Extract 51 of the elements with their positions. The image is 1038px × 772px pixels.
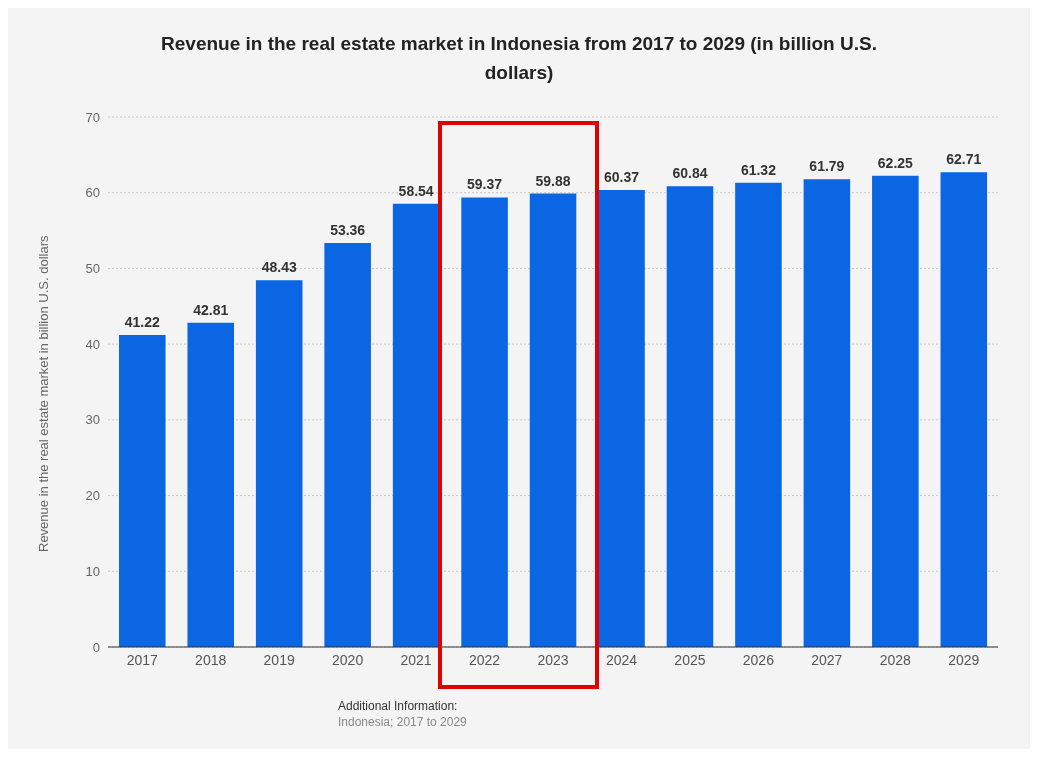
bar <box>119 334 166 647</box>
y-tick-label: 40 <box>85 336 100 352</box>
bar <box>324 242 371 647</box>
bar <box>461 197 508 647</box>
data-label: 48.43 <box>261 259 297 276</box>
x-tick-label: 2021 <box>400 651 432 668</box>
x-tick-label: 2025 <box>674 651 706 668</box>
x-tick-label: 2029 <box>948 651 980 668</box>
text: Additional Information: <box>338 699 459 713</box>
data-label: 62.25 <box>877 154 914 171</box>
y-tick-label: 60 <box>85 185 100 201</box>
bar <box>187 322 235 647</box>
bar <box>872 175 919 647</box>
x-tick-label: 2022 <box>468 651 501 668</box>
x-tick-label: 2018 <box>195 651 227 668</box>
data-label: 42.81 <box>193 301 229 318</box>
bar <box>803 179 851 647</box>
x-tick-label: 2019 <box>263 651 295 668</box>
data-label: 41.22 <box>124 313 160 330</box>
bar <box>529 193 577 647</box>
data-label: 53.36 <box>330 221 366 238</box>
y-tick-label: 0 <box>92 639 100 655</box>
text: Indonesia; 2017 to 2029 <box>338 715 468 729</box>
data-label: 59.37 <box>467 176 503 193</box>
x-tick-label: 2026 <box>742 651 775 668</box>
bar <box>392 203 440 647</box>
y-tick-label: 20 <box>85 488 100 504</box>
data-label: 61.32 <box>740 161 777 178</box>
data-label: 60.37 <box>603 168 640 185</box>
y-tick-label: 10 <box>85 563 100 579</box>
data-label: 62.71 <box>946 151 982 168</box>
x-tick-label: 2020 <box>332 651 364 668</box>
x-tick-label: 2024 <box>605 651 638 668</box>
y-axis-title: Revenue in the real estate market in billion U.S. dollars <box>35 235 51 552</box>
y-tick-label: 70 <box>85 109 100 125</box>
bar <box>735 182 782 647</box>
bar <box>255 280 303 647</box>
data-label: 60.84 <box>672 165 708 182</box>
x-tick-label: 2017 <box>126 651 159 668</box>
chart-title: Revenue in the real estate market in Indonesia from 2017 to 2029 (in billion U.S. dollars) <box>160 32 878 85</box>
y-tick-label: 30 <box>85 412 100 428</box>
bar <box>598 189 645 647</box>
data-label: 61.79 <box>809 158 845 175</box>
data-label: 58.54 <box>398 182 434 199</box>
data-label: 59.88 <box>535 172 571 189</box>
y-tick-label: 50 <box>85 261 100 277</box>
bar <box>666 186 714 647</box>
x-tick-label: 2023 <box>537 651 569 668</box>
x-tick-label: 2027 <box>811 651 843 668</box>
x-tick-label: 2028 <box>879 651 912 668</box>
bar <box>940 172 988 647</box>
